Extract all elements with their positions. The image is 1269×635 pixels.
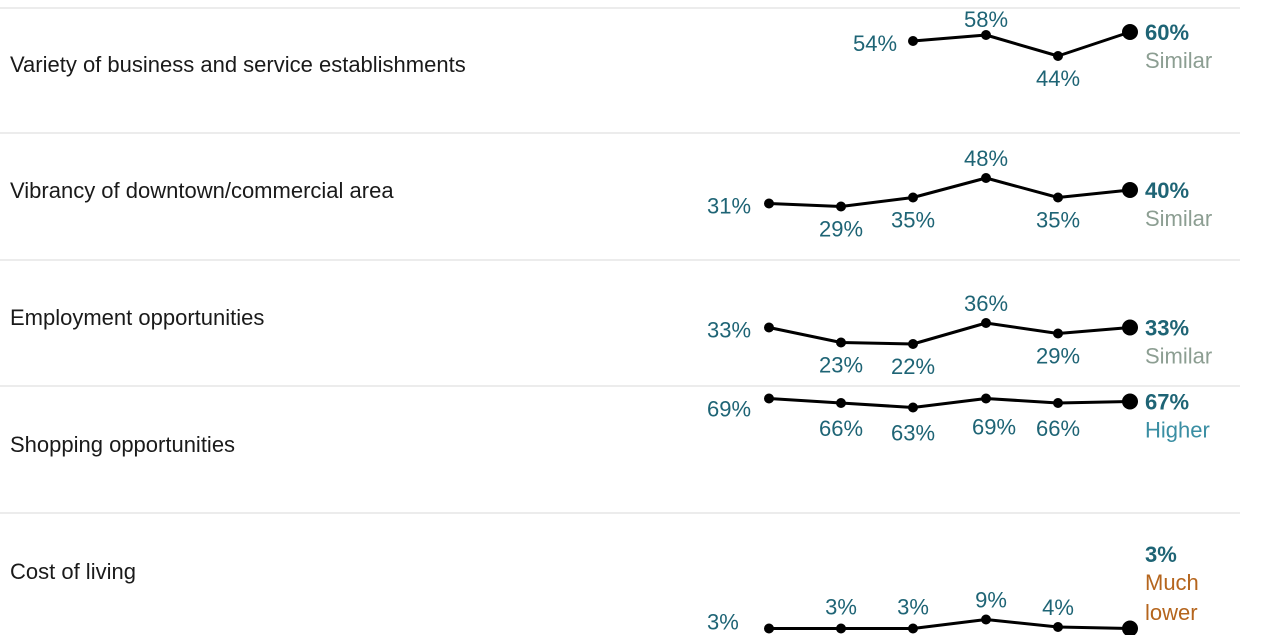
row-label: Variety of business and service establis… [10, 52, 466, 77]
value-label: 36% [964, 291, 1008, 316]
data-point [764, 623, 774, 634]
value-label: 33% [707, 318, 751, 343]
data-point [981, 393, 991, 404]
data-point [836, 201, 846, 212]
data-point [908, 402, 918, 413]
comparison-label: Similar [1145, 344, 1212, 369]
data-point [981, 318, 991, 328]
data-point [981, 173, 991, 183]
data-point [764, 198, 774, 209]
value-label: 44% [1036, 66, 1080, 91]
latest-value-label: 3% [1145, 542, 1177, 567]
value-label: 66% [819, 416, 863, 441]
row-label: Shopping opportunities [10, 432, 235, 457]
row-label: Vibrancy of downtown/commercial area [10, 178, 394, 203]
latest-value-label: 60% [1145, 20, 1189, 45]
latest-point [1122, 620, 1138, 635]
data-point [981, 30, 991, 40]
data-point [1053, 328, 1063, 339]
row-label: Employment opportunities [10, 305, 264, 330]
value-label: 35% [891, 208, 935, 233]
value-label: 69% [972, 415, 1016, 440]
comparison-label: Similar [1145, 48, 1212, 73]
trend-line [768, 176, 1131, 208]
value-label: 23% [819, 353, 863, 378]
data-point [764, 393, 774, 404]
data-point [1053, 398, 1063, 408]
value-label: 29% [1036, 344, 1080, 369]
row-label: Cost of living [10, 559, 136, 584]
data-point [908, 192, 918, 203]
value-label: 31% [707, 194, 751, 219]
latest-value-label: 40% [1145, 178, 1189, 203]
data-point [836, 623, 846, 634]
value-label: 54% [853, 31, 897, 56]
value-label: 3% [825, 595, 857, 620]
value-label: 3% [707, 610, 739, 635]
latest-value-label: 33% [1145, 316, 1189, 341]
value-label: 66% [1036, 416, 1080, 441]
data-point [836, 398, 846, 408]
value-label: 29% [819, 217, 863, 242]
comparison-label: Much [1145, 570, 1199, 595]
data-point [981, 614, 991, 625]
data-point [836, 337, 846, 348]
value-label: 48% [964, 146, 1008, 171]
latest-point [1122, 393, 1138, 410]
data-point [908, 623, 918, 634]
trend-line [769, 618, 1131, 630]
data-point [1053, 192, 1063, 203]
latest-point [1122, 24, 1138, 40]
trend-line [768, 397, 1131, 409]
data-point [1053, 622, 1063, 632]
trend-line [912, 30, 1131, 58]
value-label: 4% [1042, 595, 1074, 620]
value-label: 35% [1036, 208, 1080, 233]
value-label: 69% [707, 397, 751, 422]
latest-point [1122, 319, 1138, 336]
data-point [908, 36, 918, 46]
trend-line [768, 321, 1131, 346]
value-label: 3% [897, 595, 929, 620]
data-point [1053, 51, 1063, 61]
data-point [764, 322, 774, 333]
comparison-label: Higher [1145, 418, 1210, 443]
value-label: 22% [891, 354, 935, 379]
latest-value-label: 67% [1145, 390, 1189, 415]
value-label: 9% [975, 588, 1007, 613]
value-label: 63% [891, 421, 935, 446]
data-point [908, 339, 918, 349]
latest-point [1122, 182, 1138, 198]
value-label: 58% [964, 7, 1008, 32]
comparison-label: lower [1145, 600, 1198, 625]
comparison-label: Similar [1145, 206, 1212, 231]
